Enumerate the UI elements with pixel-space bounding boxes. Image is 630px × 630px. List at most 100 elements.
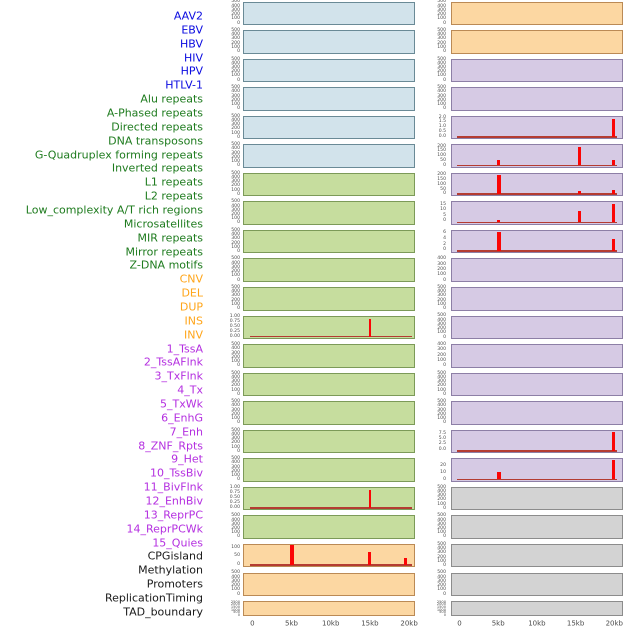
y-tick-label: 100 xyxy=(231,530,240,536)
data-spike xyxy=(612,189,616,194)
y-tick-label: 10 xyxy=(440,207,446,213)
data-baseline xyxy=(249,564,413,566)
y-tick-label: 200 xyxy=(437,326,446,332)
track-panel xyxy=(450,401,623,425)
track-label: 12_EnhBiv xyxy=(145,494,203,508)
y-tick-label: 0 xyxy=(237,477,240,483)
y-tick-label: 2 xyxy=(443,241,446,247)
data-baseline xyxy=(457,450,618,452)
y-tick-label: 300 xyxy=(231,236,240,242)
track-label: Microsatellites xyxy=(123,217,203,231)
y-tick-label: 400 xyxy=(231,60,240,66)
y-tick-label: 0 xyxy=(443,191,446,197)
data-spike xyxy=(577,191,581,194)
y-tick-label: 500 xyxy=(437,570,446,576)
y-tick-label: 200 xyxy=(437,383,446,389)
y-tick-label: 300 xyxy=(437,261,446,267)
track-panel xyxy=(243,87,415,111)
y-tick-label: 150 xyxy=(437,148,446,154)
x-tick-label: 10kb xyxy=(528,619,546,628)
y-tick-label: 500 xyxy=(231,456,240,462)
track-panel xyxy=(450,458,623,482)
track-panel xyxy=(243,515,415,539)
y-tick-label: 0 xyxy=(443,334,446,340)
track-panel xyxy=(243,458,415,482)
x-tick-label: 15kb xyxy=(361,619,379,628)
x-tick-label: 20kb xyxy=(605,619,623,628)
y-tick-label: 500 xyxy=(231,370,240,376)
y-tick-label: 200 xyxy=(231,126,240,132)
track-panel xyxy=(243,1,415,25)
y-tick-label: 300 xyxy=(437,321,446,327)
y-tick-label: 300 xyxy=(437,493,446,499)
track-label: 14_ReprPCWk xyxy=(126,521,203,535)
y-tick-label: 500 xyxy=(231,227,240,233)
y-tick-label: 100 xyxy=(231,544,240,550)
y-tick-label: 100 xyxy=(437,416,446,422)
track-panel xyxy=(450,601,623,617)
y-tick-label: 200 xyxy=(231,583,240,589)
y-tick-label: 0 xyxy=(237,420,240,426)
y-tick-label: 100 xyxy=(231,416,240,422)
y-tick-label: 500 xyxy=(437,313,446,319)
y-tick-label: 100 xyxy=(437,16,446,22)
y-tick-label: 500 xyxy=(437,513,446,519)
y-tick-label: 1.00 xyxy=(229,485,240,491)
y-tick-label: 400 xyxy=(437,256,446,262)
y-tick-label: 200 xyxy=(437,583,446,589)
y-tick-label: 2500 xyxy=(230,599,240,604)
y-tick-label: 500 xyxy=(437,56,446,62)
y-tick-label: 0 xyxy=(237,363,240,369)
track-label: Promoters xyxy=(146,577,203,591)
data-spike xyxy=(368,552,372,565)
y-tick-label: 500 xyxy=(231,513,240,519)
track-panel xyxy=(450,287,623,311)
y-tick-label: 400 xyxy=(231,203,240,209)
y-tick-label: 300 xyxy=(231,293,240,299)
y-tick-label: 0 xyxy=(237,248,240,254)
y-tick-label: 0 xyxy=(443,363,446,369)
x-tick-label: 0 xyxy=(250,619,255,628)
y-tick-label: 1000 xyxy=(436,607,446,612)
y-tick-label: 0.25 xyxy=(229,328,240,334)
y-tick-label: 500 xyxy=(437,85,446,91)
y-tick-label: 300 xyxy=(231,379,240,385)
track-label: HPV xyxy=(180,64,203,78)
y-tick-label: 300 xyxy=(231,93,240,99)
y-tick-label: 400 xyxy=(231,117,240,123)
y-tick-label: 100 xyxy=(437,558,446,564)
y-tick-label: 0 xyxy=(443,218,446,224)
y-tick-label: 200 xyxy=(231,526,240,532)
y-tick-label: 500 xyxy=(231,85,240,91)
y-tick-label: 2000 xyxy=(230,602,240,607)
y-tick-label: 300 xyxy=(437,293,446,299)
y-tick-label: 50 xyxy=(440,186,446,192)
y-tick-label: 200 xyxy=(231,183,240,189)
track-panel xyxy=(450,229,623,254)
y-tick-label: 500 xyxy=(231,570,240,576)
track-label: 15_Quies xyxy=(152,535,203,549)
y-tick-label: 0 xyxy=(237,591,240,597)
data-baseline xyxy=(249,507,413,509)
track-panel xyxy=(450,515,623,539)
y-tick-label: 500 xyxy=(437,0,446,5)
x-tick-label: 15kb xyxy=(566,619,585,628)
data-baseline xyxy=(457,164,618,167)
x-tick-label: 5kb xyxy=(285,619,298,628)
y-tick-label: 7.5 xyxy=(438,430,446,436)
y-tick-label: 500 xyxy=(231,284,240,290)
y-tick-label: 300 xyxy=(231,36,240,42)
y-tick-label: 0 xyxy=(443,534,446,540)
y-tick-label: 100 xyxy=(437,501,446,507)
y-tick-label: 1.00 xyxy=(229,313,240,319)
y-tick-label: 0 xyxy=(443,20,446,26)
y-tick-label: 400 xyxy=(231,289,240,295)
y-tick-label: 400 xyxy=(231,3,240,9)
y-tick-label: 200 xyxy=(437,297,446,303)
y-tick-label: 100 xyxy=(231,358,240,364)
y-tick-label: 0 xyxy=(443,77,446,83)
y-tick-label: 100 xyxy=(437,73,446,79)
y-tick-label: 1.5 xyxy=(438,119,446,125)
y-tick-label: 100 xyxy=(231,387,240,393)
y-tick-label: 200 xyxy=(437,40,446,46)
